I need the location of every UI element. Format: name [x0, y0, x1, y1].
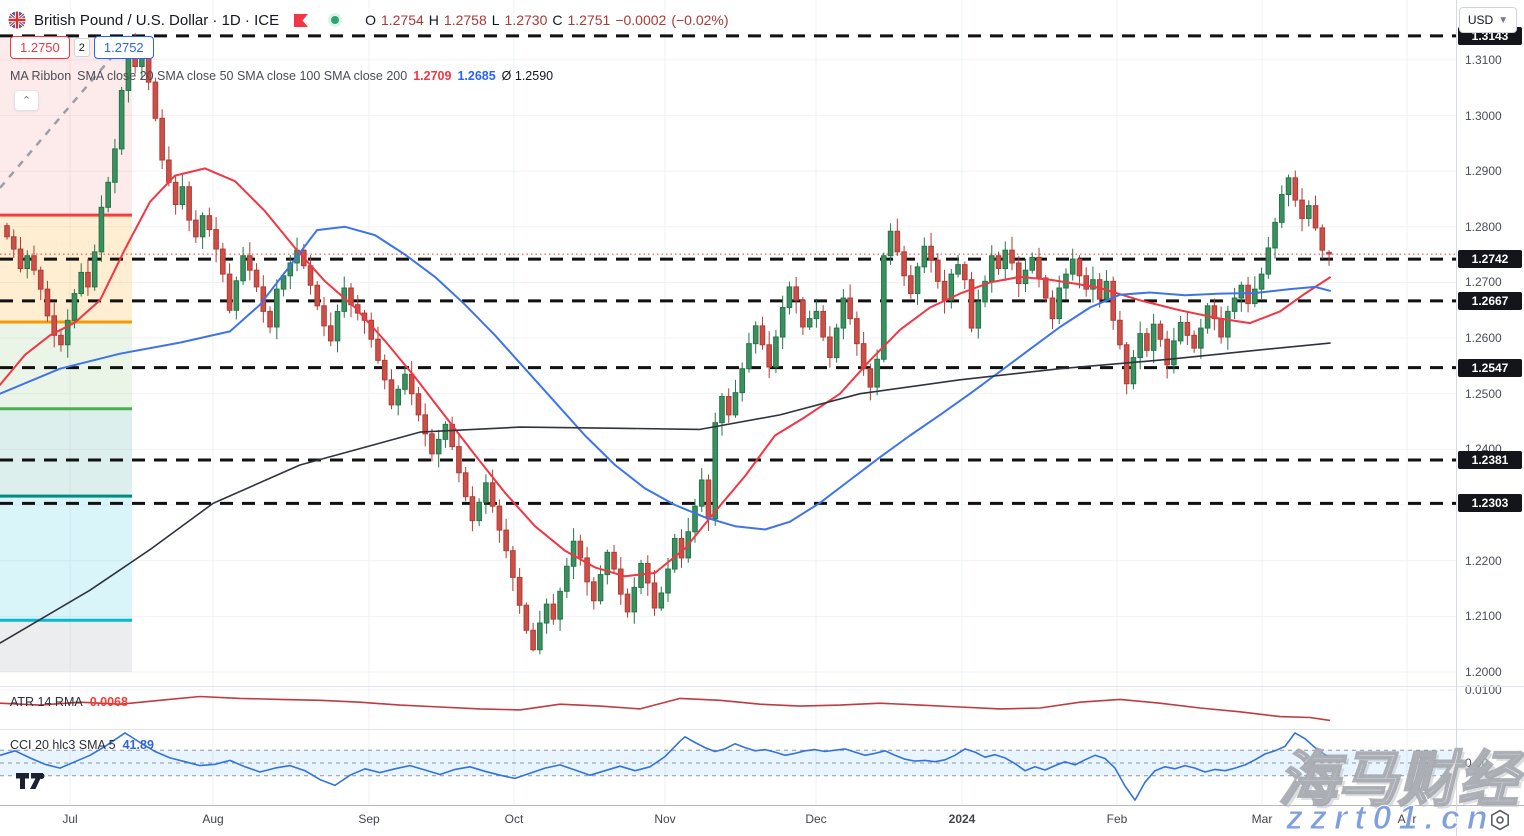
sma200-line — [0, 342, 1331, 644]
tradingview-logo[interactable] — [16, 772, 48, 792]
time-axis-label: 2024 — [948, 812, 976, 826]
ma-ribbon-name: MA Ribbon — [10, 69, 72, 83]
cci-line — [0, 732, 1331, 801]
vertical-gridlines — [69, 0, 1408, 805]
cci-title: CCI 20 hlc3 SMA 5 — [10, 738, 116, 752]
sma50-line — [0, 225, 1331, 531]
price-axis-label: 1.2100 — [1465, 609, 1502, 624]
low-value: 1.2730 — [504, 12, 548, 28]
time-axis-label: Jul — [62, 812, 78, 826]
buy-price-button[interactable]: 1.2752 — [93, 36, 154, 59]
key-levels — [0, 34, 1456, 505]
change-value: −0.0002 — [615, 12, 667, 28]
ma-ribbon-legend[interactable]: MA Ribbon SMA close 20 SMA close 50 SMA … — [10, 69, 553, 83]
atr-value: 0.0068 — [89, 695, 128, 709]
atr-title: ATR 14 RMA — [10, 695, 83, 709]
horizontal-gridlines — [0, 59, 1456, 691]
change-percent: (−0.02%) — [671, 12, 729, 28]
sma20-line — [0, 167, 1331, 578]
price-axis-label: 1.2200 — [1465, 553, 1502, 568]
sma20-value: 1.2709 — [413, 69, 452, 83]
low-label: L — [491, 12, 500, 28]
ma-ribbon-params: SMA close 20 SMA close 50 SMA close 100 … — [77, 69, 408, 83]
price-axis-label: 1.2000 — [1465, 665, 1502, 679]
time-axis-label: Mar — [1251, 812, 1273, 826]
time-axis-label: Oct — [504, 812, 524, 826]
currency-label: USD — [1467, 13, 1494, 27]
time-axis-label: Sep — [358, 812, 380, 826]
currency-dropdown[interactable]: USD ▼ — [1459, 7, 1517, 33]
spread-badge: 2 — [73, 38, 90, 57]
sma50-value: 1.2685 — [457, 69, 496, 83]
ma-average-value: Ø 1.2590 — [501, 69, 554, 83]
chart-canvas[interactable] — [0, 0, 1456, 805]
ohlc-readout: O 1.2754 H 1.2758 L 1.2730 C 1.2751 −0.0002 … — [365, 12, 728, 28]
price-level-badge: 1.2381 — [1458, 450, 1522, 469]
atr-line — [0, 695, 1331, 722]
price-level-badge: 1.2667 — [1458, 291, 1522, 310]
time-axis[interactable]: Jul Aug Sep Oct Nov Dec 2024 Feb Mar Apr — [0, 806, 1456, 836]
time-axis-label: Feb — [1106, 812, 1128, 826]
time-axis-label: Dec — [805, 812, 827, 826]
spread-value: 2 — [78, 41, 85, 54]
fib-zones — [0, 38, 132, 672]
time-axis-border — [0, 805, 1524, 806]
cci-pane — [0, 732, 1456, 801]
price-axis-label: 1.2800 — [1465, 219, 1502, 234]
price-axis-label: 1.2500 — [1465, 386, 1502, 401]
symbol-title[interactable]: British Pound / U.S. Dollar · 1D · ICE — [34, 11, 280, 29]
price-axis-label: 1.2700 — [1465, 275, 1502, 290]
price-axis-label: 1.2600 — [1465, 331, 1502, 346]
cci-axis-label: 0.00 — [1465, 756, 1489, 770]
axis-settings-gear-icon[interactable] — [1487, 807, 1513, 833]
high-label: H — [428, 12, 439, 28]
pane-separator-atr[interactable] — [0, 686, 1524, 687]
cci-value: 41.89 — [122, 738, 154, 752]
ask-value: 1.2752 — [103, 40, 144, 55]
open-label: O — [365, 12, 376, 28]
price-axis-label: 1.3100 — [1465, 52, 1502, 67]
time-axis-label: Apr — [1397, 812, 1417, 826]
market-status-dot-icon — [328, 13, 343, 27]
sell-price-button[interactable]: 1.2750 — [10, 36, 70, 59]
trendline — [0, 37, 129, 189]
open-value: 1.2754 — [380, 12, 424, 28]
collapse-legend-button[interactable]: ⌃ — [14, 90, 39, 111]
high-value: 1.2758 — [443, 12, 487, 28]
price-level-badge: 1.2547 — [1458, 358, 1522, 377]
pane-separator-cci[interactable] — [0, 729, 1524, 730]
price-axis-border — [1456, 0, 1457, 836]
close-value: 1.2751 — [567, 12, 611, 28]
flag-symbol-icon[interactable] — [293, 13, 309, 28]
bid-value: 1.2750 — [20, 40, 60, 55]
price-axis-label: 1.3000 — [1465, 108, 1502, 123]
price-level-badge: 1.2303 — [1458, 494, 1522, 513]
price-level-badge: 1.2742 — [1458, 250, 1522, 269]
price-axis-label: 1.2900 — [1465, 164, 1502, 179]
gbp-flag-icon — [8, 11, 26, 29]
time-axis-label: Aug — [202, 812, 224, 826]
atr-indicator-legend[interactable]: ATR 14 RMA 0.0068 — [10, 695, 128, 709]
time-axis-label: Nov — [654, 812, 676, 826]
price-axis[interactable]: 1.3100 1.3000 1.2900 1.2800 1.2700 1.2600 1.25… — [1457, 0, 1524, 805]
close-label: C — [552, 12, 563, 28]
cci-indicator-legend[interactable]: CCI 20 hlc3 SMA 5 41.89 — [10, 738, 154, 752]
chevron-down-icon: ▼ — [1498, 14, 1509, 26]
